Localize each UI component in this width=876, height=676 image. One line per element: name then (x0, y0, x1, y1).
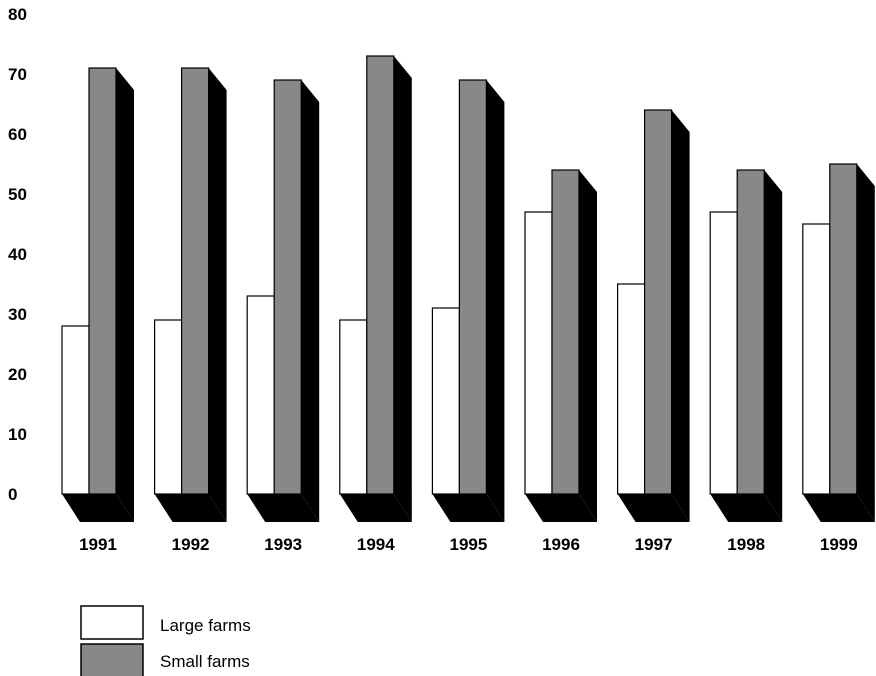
bar-group-1991 (61, 67, 134, 522)
bar-depth-1995-side (486, 80, 505, 522)
bar-group-1995 (431, 79, 505, 522)
bar-large-farms-1999 (802, 223, 831, 495)
y-tick-label-70: 70 (8, 65, 27, 84)
bar-large-farms-1991 (61, 325, 90, 495)
bar-depth-1999-floor (802, 494, 875, 522)
bar-depth-1996-side (579, 170, 597, 522)
bar-group-1994 (339, 55, 412, 522)
bar-small-farms-1993 (273, 79, 302, 495)
x-tick-label-1995: 1995 (449, 535, 487, 554)
x-tick-label-1994: 1994 (357, 535, 395, 554)
y-tick-label-20: 20 (8, 365, 27, 384)
bar-small-farms-1992 (181, 67, 210, 495)
bar-group-1999 (802, 163, 875, 522)
bar-depth-1994-floor (339, 494, 412, 522)
bar-group-1993 (246, 79, 320, 522)
bar-small-farms-1997 (643, 109, 673, 495)
bar-small-farms-1991 (88, 67, 117, 495)
x-tick-label-1993: 1993 (264, 535, 302, 554)
x-tick-label-1992: 1992 (172, 535, 210, 554)
bars (61, 55, 875, 522)
bar-group-1996 (524, 169, 597, 522)
bar-depth-1996-floor (525, 494, 597, 522)
x-tick-label-1997: 1997 (635, 535, 673, 554)
bar-large-farms-1998 (709, 211, 738, 495)
bar-depth-1992-floor (154, 494, 227, 522)
y-tick-label-10: 10 (8, 425, 27, 444)
legend: Large farms Small farms (80, 605, 251, 676)
x-tick-label-1996: 1996 (542, 535, 580, 554)
bar-depth-1991-floor (62, 494, 134, 522)
bar-depth-1993-floor (247, 494, 320, 522)
x-tick-label-1991: 1991 (79, 535, 117, 554)
bar-group-1997 (616, 109, 690, 522)
bar-depth-1992-side (208, 68, 227, 522)
bar-small-farms-1995 (458, 79, 487, 495)
y-tick-label-40: 40 (8, 245, 27, 264)
bar-group-1992 (154, 67, 227, 522)
bar-small-farms-1998 (736, 169, 765, 495)
bar-depth-1991-side (116, 68, 134, 522)
bar-small-farms-1999 (829, 163, 858, 495)
bar-small-farms-1996 (551, 169, 580, 495)
bar-large-farms-1993 (246, 295, 275, 495)
bar-small-farms-1994 (366, 55, 395, 495)
y-tick-label-30: 30 (8, 305, 27, 324)
y-tick-label-50: 50 (8, 185, 27, 204)
y-tick-label-0: 0 (8, 485, 17, 504)
bar-depth-1999-side (856, 164, 875, 522)
legend-swatch-small-farms (80, 643, 144, 676)
bar-large-farms-1992 (154, 319, 183, 495)
bar-large-farms-1995 (431, 307, 460, 495)
legend-label-large-farms: Large farms (160, 616, 251, 635)
bar-group-1998 (709, 169, 783, 522)
y-axis-ticks: 0 10 20 30 40 50 60 70 80 (8, 5, 27, 504)
bar-depth-1998-side (764, 170, 783, 522)
bar-large-farms-1996 (524, 211, 553, 495)
bar-depth-1998-floor (710, 494, 783, 522)
x-tick-label-1998: 1998 (727, 535, 765, 554)
y-tick-label-60: 60 (8, 125, 27, 144)
bar-depth-1995-floor (432, 494, 505, 522)
x-tick-label-1999: 1999 (820, 535, 858, 554)
bar-depth-1997-side (671, 110, 690, 522)
legend-swatch-large-farms (80, 605, 144, 640)
bar-large-farms-1997 (616, 283, 646, 495)
bar-depth-1997-floor (617, 494, 690, 522)
bar-large-farms-1994 (339, 319, 368, 495)
x-axis-ticks: 1991 1992 1993 1994 1995 1996 1997 1998 1999 (79, 535, 858, 554)
bar-depth-1994-side (393, 56, 412, 522)
bar-depth-1993-side (301, 80, 320, 522)
y-tick-label-80: 80 (8, 5, 27, 24)
legend-label-small-farms: Small farms (160, 652, 250, 671)
